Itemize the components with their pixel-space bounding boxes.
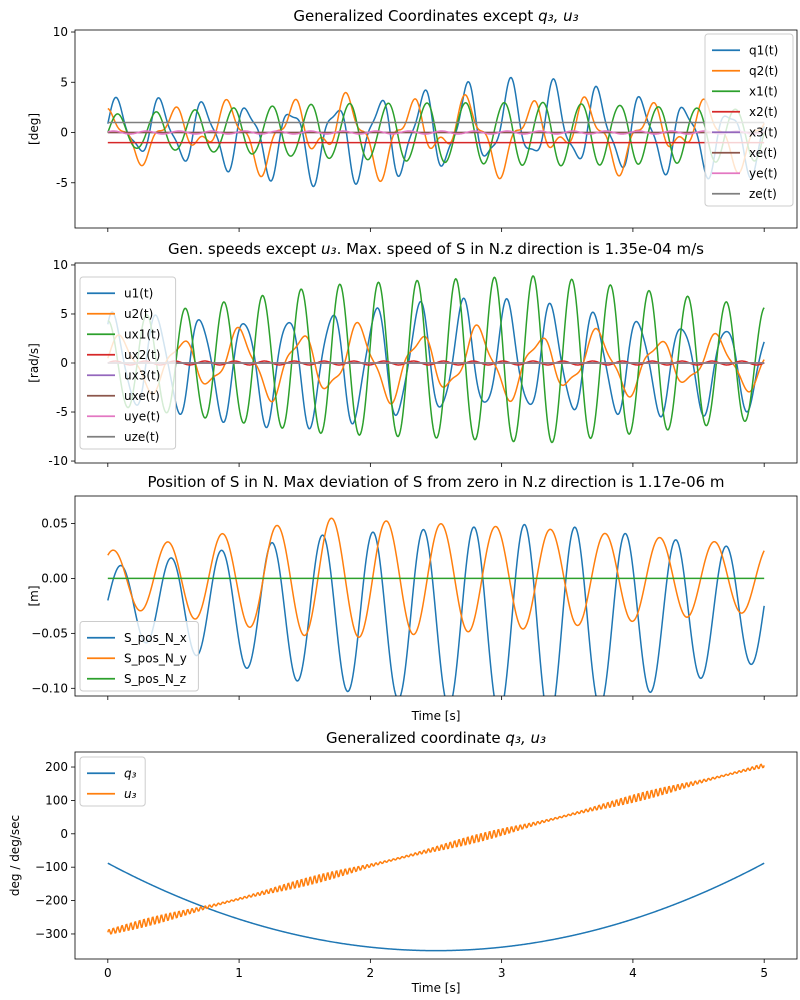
x-tick-label: 2 — [367, 966, 375, 980]
plot-frame — [74, 495, 798, 697]
chart-title: Position of S in N. Max deviation of S f… — [147, 473, 724, 491]
legend-entry: S_pos_N_z — [124, 672, 186, 686]
legend-box — [79, 276, 177, 450]
legend-entry: uxe(t) — [124, 389, 160, 403]
legend: S_pos_N_x S_pos_N_y S_pos_N_z — [79, 621, 199, 692]
y-tick-label: 100 — [45, 793, 68, 807]
series-line-1 — [107, 297, 765, 430]
legend: q1(t) q2(t) x1(t) x2(t) x3(t) xe(t) ye(t) ze(t) — [704, 33, 794, 207]
chart-panel-4: −300 −200 −100 0 100 200 0 1 2 3 4 5 Generalized coo… — [8, 729, 798, 995]
chart-title-text: Gen. speeds except — [168, 240, 321, 258]
chart-title-text: Generalized Coordinates except — [293, 7, 538, 25]
legend-entry: u₃ — [124, 787, 137, 801]
chart-title-text: Generalized coordinate — [326, 729, 505, 747]
y-axis-label: [deg] — [27, 113, 41, 145]
legend-box — [704, 33, 794, 207]
legend-entry: q₃ — [124, 766, 137, 780]
plot-frame — [74, 29, 798, 229]
legend: u1(t) u2(t) ux1(t) ux2(t) ux3(t) uxe(t) uye(t)… — [79, 276, 177, 450]
x-axis-label: Time [s] — [411, 981, 461, 995]
chart-title-math: u₃ — [321, 240, 337, 258]
chart-title-math: q₃, u₃ — [505, 729, 546, 747]
chart-title-text: Position of S in N. Max deviation of S f… — [147, 473, 724, 491]
legend-box — [79, 621, 199, 692]
series-line-2 — [107, 517, 765, 639]
legend-entry: x1(t) — [749, 84, 778, 98]
series-group — [107, 763, 765, 952]
chart-panel-1: -5 0 5 10 Generalized Coordinates except q₃,… — [27, 7, 798, 232]
y-tick-label: -5 — [56, 176, 68, 190]
chart-title: Generalized Coordinates except q₃, u₃ — [293, 7, 578, 25]
legend-entry: x2(t) — [749, 105, 778, 119]
legend-entry: ye(t) — [749, 166, 778, 180]
y-tick-label: -10 — [48, 454, 68, 468]
chart-title-math: q₃, u₃ — [538, 7, 579, 25]
legend-entry: x3(t) — [749, 125, 778, 139]
x-tick-label: 3 — [498, 966, 506, 980]
legend-entry: ux3(t) — [124, 368, 160, 382]
y-axis-label: [rad/s] — [27, 343, 41, 383]
chart-title: Gen. speeds except u₃. Max. speed of S i… — [168, 240, 704, 258]
plot-frame — [74, 751, 798, 960]
y-tick-label: -5 — [56, 405, 68, 419]
chart-panel-2: -10 -5 0 5 10 Gen. speeds except u₃. Max. spe… — [27, 240, 798, 468]
y-tick-label: −0.05 — [31, 626, 68, 640]
series-line-7 — [107, 130, 765, 135]
y-tick-label: 200 — [45, 760, 68, 774]
chart-panel-3: −0.10 −0.05 0.00 0.05 Position of S in N. Ma… — [27, 473, 798, 723]
y-tick-label: 0 — [60, 126, 68, 140]
series-group — [107, 274, 765, 444]
y-tick-label: 0.00 — [41, 571, 68, 585]
y-tick-label: −0.10 — [31, 681, 68, 695]
series-line-1 — [107, 862, 765, 952]
chart-title: Generalized coordinate q₃, u₃ — [326, 729, 546, 747]
series-line-1 — [107, 523, 765, 696]
y-tick-label: −300 — [35, 927, 68, 941]
legend-entry: uze(t) — [124, 430, 159, 444]
x-axis-label: Time [s] — [411, 709, 461, 723]
legend-entry: S_pos_N_y — [124, 651, 187, 665]
legend-entry: ux2(t) — [124, 348, 160, 362]
series-line-1 — [107, 76, 765, 188]
series-line-3 — [107, 274, 765, 444]
legend-entry: S_pos_N_x — [124, 631, 187, 645]
chart-title-suffix: . Max. speed of S in N.z direction is 1.… — [337, 240, 705, 258]
y-tick-label: 0.05 — [41, 516, 68, 530]
legend-entry: uye(t) — [124, 409, 160, 423]
series-line-2 — [107, 763, 765, 935]
x-tick-label: 4 — [629, 966, 637, 980]
legend-entry: q1(t) — [749, 43, 778, 57]
y-tick-label: −200 — [35, 894, 68, 908]
series-group — [107, 76, 765, 188]
legend-entry: u1(t) — [124, 286, 153, 300]
series-line-2 — [107, 321, 765, 405]
y-axis-label: deg / deg/sec — [8, 815, 22, 896]
legend-entry: u2(t) — [124, 307, 153, 321]
y-axis-label: [m] — [27, 585, 41, 606]
y-tick-label: 0 — [60, 827, 68, 841]
y-tick-label: 5 — [60, 75, 68, 89]
y-tick-label: 5 — [60, 307, 68, 321]
legend-entry: ux1(t) — [124, 327, 160, 341]
y-tick-label: 10 — [53, 258, 68, 272]
legend-entry: q2(t) — [749, 64, 778, 78]
y-tick-label: 0 — [60, 356, 68, 370]
series-group — [107, 517, 765, 696]
legend-entry: xe(t) — [749, 146, 777, 160]
x-tick-label: 5 — [760, 966, 768, 980]
legend-entry: ze(t) — [749, 187, 777, 201]
x-tick-label: 0 — [104, 966, 112, 980]
legend: q₃ u₃ — [79, 756, 146, 807]
y-tick-label: −100 — [35, 860, 68, 874]
x-tick-label: 1 — [235, 966, 243, 980]
y-tick-label: 10 — [53, 25, 68, 39]
